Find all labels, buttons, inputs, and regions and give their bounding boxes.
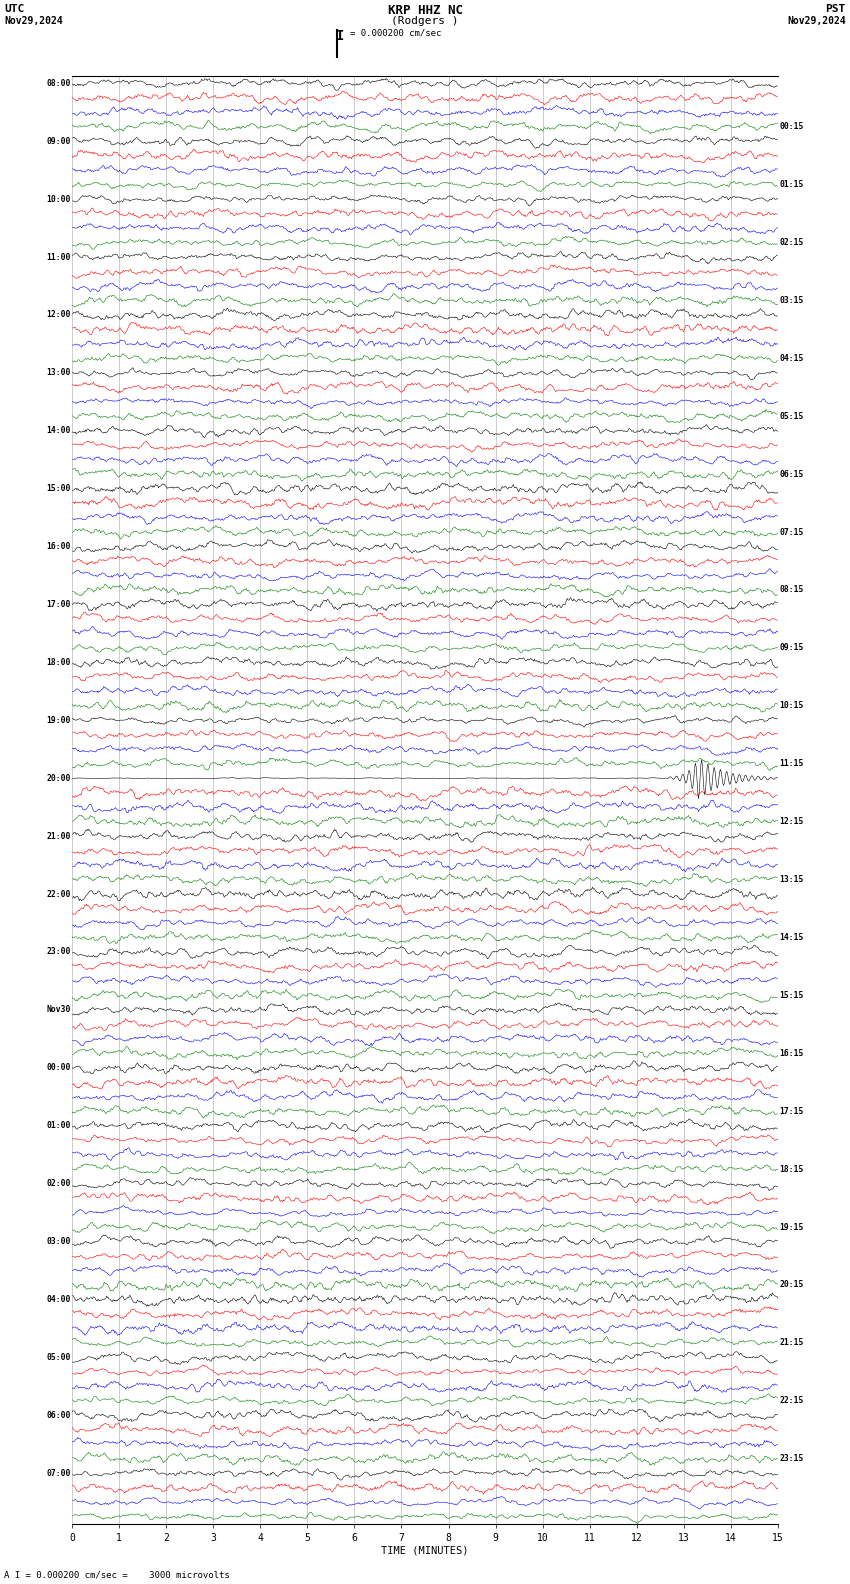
Text: 03:15: 03:15 [779,296,803,306]
Text: 00:00: 00:00 [47,1063,71,1072]
Text: 21:15: 21:15 [779,1338,803,1348]
Text: I: I [336,29,344,43]
Text: Nov30: Nov30 [47,1006,71,1014]
Text: UTC: UTC [4,3,25,14]
Text: Nov29,2024: Nov29,2024 [4,16,63,25]
Text: 11:00: 11:00 [47,252,71,261]
Text: 20:00: 20:00 [47,773,71,782]
Text: 15:15: 15:15 [779,992,803,1000]
Text: 18:15: 18:15 [779,1164,803,1174]
Text: 13:15: 13:15 [779,874,803,884]
Text: 06:15: 06:15 [779,470,803,478]
Text: 16:15: 16:15 [779,1049,803,1058]
Text: Nov29,2024: Nov29,2024 [787,16,846,25]
Text: 19:15: 19:15 [779,1223,803,1231]
Text: 10:00: 10:00 [47,195,71,204]
Text: 12:00: 12:00 [47,310,71,320]
Text: 10:15: 10:15 [779,702,803,710]
Text: 13:00: 13:00 [47,369,71,377]
Text: 20:15: 20:15 [779,1280,803,1289]
Text: 02:15: 02:15 [779,238,803,247]
Text: 06:00: 06:00 [47,1411,71,1419]
Text: 01:00: 01:00 [47,1121,71,1129]
Text: 23:00: 23:00 [47,947,71,957]
Text: 21:00: 21:00 [47,832,71,841]
Text: PST: PST [825,3,846,14]
Text: 02:00: 02:00 [47,1178,71,1188]
Text: 09:15: 09:15 [779,643,803,653]
Text: 04:15: 04:15 [779,353,803,363]
Text: (Rodgers ): (Rodgers ) [391,16,459,25]
Text: 16:00: 16:00 [47,542,71,551]
Text: 05:15: 05:15 [779,412,803,421]
Text: 14:00: 14:00 [47,426,71,436]
Text: 07:00: 07:00 [47,1468,71,1478]
Text: 22:15: 22:15 [779,1396,803,1405]
Text: 07:15: 07:15 [779,527,803,537]
Text: 05:00: 05:00 [47,1353,71,1362]
Text: KRP HHZ NC: KRP HHZ NC [388,3,462,17]
Text: 04:00: 04:00 [47,1294,71,1304]
X-axis label: TIME (MINUTES): TIME (MINUTES) [382,1546,468,1555]
Text: 01:15: 01:15 [779,181,803,188]
Text: 15:00: 15:00 [47,485,71,493]
Text: 14:15: 14:15 [779,933,803,942]
Text: 00:15: 00:15 [779,122,803,131]
Text: = 0.000200 cm/sec: = 0.000200 cm/sec [350,29,442,38]
Text: 19:00: 19:00 [47,716,71,725]
Text: 23:15: 23:15 [779,1454,803,1464]
Text: 22:00: 22:00 [47,890,71,898]
Text: 18:00: 18:00 [47,657,71,667]
Text: 03:00: 03:00 [47,1237,71,1247]
Text: 11:15: 11:15 [779,759,803,768]
Text: 08:15: 08:15 [779,586,803,594]
Text: 17:15: 17:15 [779,1107,803,1115]
Text: A I = 0.000200 cm/sec =    3000 microvolts: A I = 0.000200 cm/sec = 3000 microvolts [4,1570,230,1579]
Text: 12:15: 12:15 [779,817,803,827]
Text: 09:00: 09:00 [47,136,71,146]
Text: 17:00: 17:00 [47,600,71,608]
Text: 08:00: 08:00 [47,79,71,87]
